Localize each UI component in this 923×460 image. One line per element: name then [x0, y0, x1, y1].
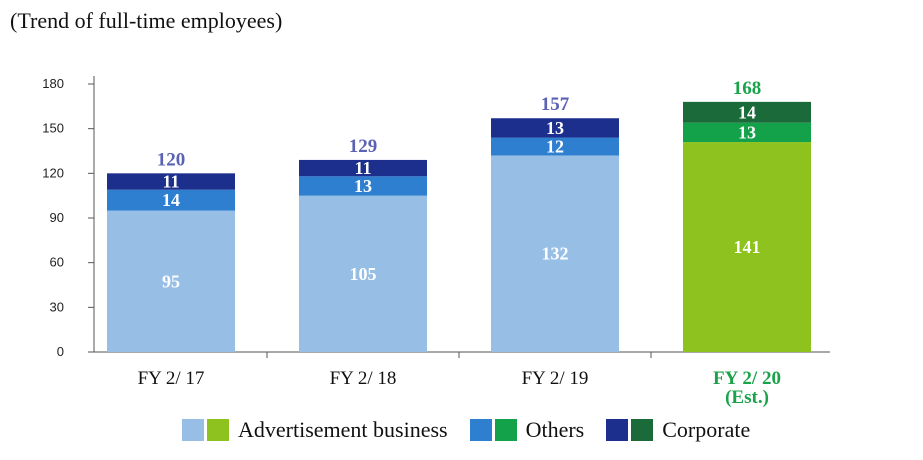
bar-corporate [683, 101, 811, 123]
legend-label-corporate: Corporate [662, 417, 751, 442]
legend-label-advertisement: Advertisement business [238, 417, 448, 442]
bar-advertisement [683, 142, 811, 352]
data-label-advertisement: 95 [162, 271, 180, 291]
legend-swatch-advertisement-actual [182, 419, 204, 441]
legend-swatch-corporate-actual [606, 419, 629, 441]
y-tick-label: 120 [42, 165, 64, 180]
y-tick-label: 90 [50, 210, 64, 225]
x-category-label: FY 2/ 20 [713, 368, 781, 389]
chart-subtitle: (Trend of full-time employees) [10, 8, 283, 33]
bar-advertisement [299, 195, 427, 352]
x-category-label: (Est.) [725, 387, 769, 408]
bar-advertisement [491, 155, 619, 352]
data-label-corporate: 14 [738, 102, 756, 122]
total-label: 120 [157, 149, 186, 170]
bar-others [491, 137, 619, 156]
bar-corporate [107, 173, 235, 190]
y-tick-label: 60 [50, 255, 64, 270]
bar-others [107, 189, 235, 211]
data-label-advertisement: 105 [350, 264, 377, 284]
legend-label-others: Others [525, 417, 585, 442]
bar-corporate [299, 159, 427, 177]
data-label-others: 12 [546, 137, 564, 157]
bar-others [683, 122, 811, 143]
x-category-label: FY 2/ 19 [522, 368, 589, 389]
data-label-corporate: 11 [162, 172, 179, 192]
data-label-advertisement: 132 [542, 244, 569, 264]
bar-others [299, 176, 427, 196]
data-label-others: 13 [738, 122, 756, 142]
bar-advertisement [107, 210, 235, 352]
legend-swatch-others-estimate [494, 419, 517, 441]
data-label-corporate: 11 [354, 158, 371, 178]
legend-swatch-corporate-estimate [631, 419, 654, 441]
data-label-others: 14 [162, 190, 180, 210]
legend-swatch-others-actual [469, 419, 492, 441]
data-label-others: 13 [354, 176, 372, 196]
total-label: 168 [733, 78, 762, 99]
y-tick-label: 150 [42, 121, 64, 136]
y-tick-label: 30 [50, 299, 64, 314]
total-label: 157 [541, 94, 570, 115]
total-label: 129 [349, 136, 378, 157]
x-category-label: FY 2/ 18 [330, 368, 397, 389]
data-label-advertisement: 141 [734, 237, 761, 257]
y-tick-label: 0 [57, 344, 64, 359]
legend-swatch-advertisement-estimate [207, 419, 229, 441]
x-category-label: FY 2/ 17 [138, 368, 205, 389]
data-label-corporate: 13 [546, 118, 564, 138]
chart-legend: Advertisement business Others Corporate [182, 416, 772, 444]
y-tick-label: 180 [42, 76, 64, 91]
bar-corporate [491, 118, 619, 138]
